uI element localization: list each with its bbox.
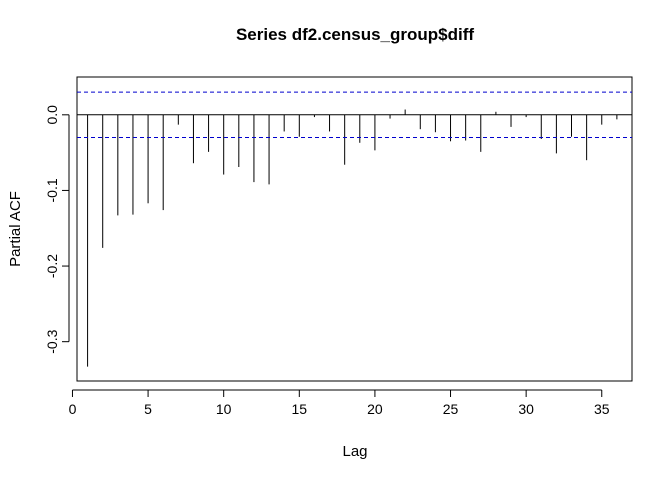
y-axis: 0.0 -0.1 -0.2 -0.3 <box>44 105 70 354</box>
y-axis-label: Partial ACF <box>7 191 24 267</box>
x-axis: 0 5 10 15 20 25 30 35 <box>69 389 610 417</box>
x-axis-label: Lag <box>342 443 367 460</box>
x-tick-label: 10 <box>216 401 232 417</box>
reference-lines <box>77 91 632 138</box>
y-tick-label: -0.3 <box>44 329 60 353</box>
x-tick-label: 15 <box>292 401 308 417</box>
x-tick-label: 0 <box>69 401 77 417</box>
x-tick-label: 25 <box>443 401 459 417</box>
y-tick-label: 0.0 <box>44 105 60 125</box>
x-tick-label: 35 <box>594 401 610 417</box>
y-tick-label: -0.2 <box>44 254 60 278</box>
x-tick-label: 30 <box>518 401 534 417</box>
x-tick-label: 20 <box>367 401 383 417</box>
y-tick-label: -0.1 <box>44 178 60 202</box>
chart-title: Series df2.census_group$diff <box>236 25 474 44</box>
x-tick-label: 5 <box>144 401 152 417</box>
pacf-bars <box>87 109 618 367</box>
plot-frame <box>76 76 633 382</box>
